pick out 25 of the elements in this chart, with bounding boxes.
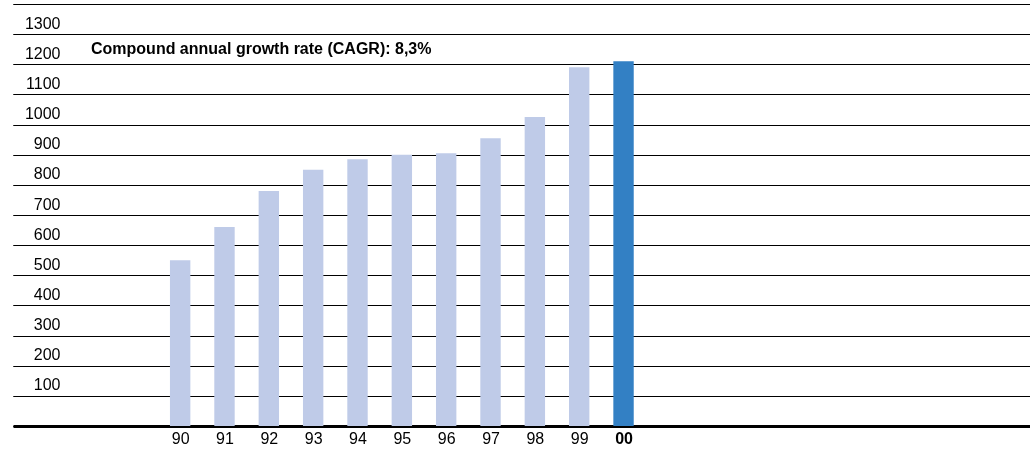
- x-tick-label: 99: [570, 429, 589, 447]
- y-tick-label: 500: [33, 255, 61, 273]
- x-tick-label: 93: [304, 429, 323, 447]
- y-tick-label: 600: [33, 225, 61, 243]
- x-tick-label: 94: [349, 429, 368, 447]
- y-tick-label: 800: [33, 165, 61, 183]
- annotation: Compound annual growth rate (CAGR): 8,3%: [91, 40, 432, 57]
- x-tick-label: 97: [482, 429, 501, 447]
- x-tick-label: 95: [393, 429, 412, 447]
- x-tick-label: 00: [615, 429, 634, 447]
- y-tick-label: 1300: [24, 14, 61, 32]
- y-tick-label: 200: [33, 346, 61, 364]
- y-tick-label: 300: [33, 316, 61, 334]
- y-tick-label: 1200: [24, 44, 61, 62]
- x-tick-label: 91: [216, 429, 234, 447]
- x-tick-label: 96: [437, 429, 456, 447]
- y-tick-label: 400: [33, 285, 61, 303]
- x-tick-label: 92: [260, 429, 279, 447]
- y-tick-label: 1100: [26, 74, 61, 92]
- y-tick-label: 1000: [24, 105, 61, 123]
- y-tick-label: 100: [33, 376, 61, 394]
- y-tick-label: 700: [33, 195, 61, 213]
- y-tick-label: 900: [33, 135, 61, 153]
- x-tick-label: 90: [171, 429, 190, 447]
- x-tick-label: 98: [526, 429, 545, 447]
